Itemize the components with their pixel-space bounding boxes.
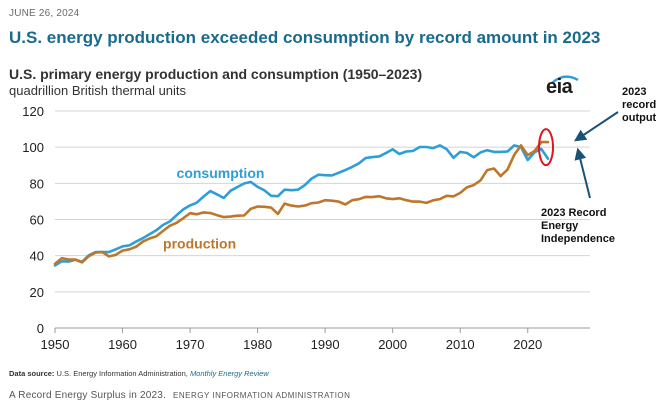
y-tick-label: 100 (22, 140, 44, 155)
y-tick-label: 80 (30, 176, 44, 191)
consumption-line (53, 144, 550, 267)
y-tick-label: 120 (22, 104, 44, 119)
y-tick-label: 60 (30, 213, 44, 228)
caption: A Record Energy Surplus in 2023. ENERGY … (9, 390, 350, 401)
caption-credit: ENERGY INFORMATION ADMINISTRATION (173, 391, 351, 400)
data-source: Data source: U.S. Energy Information Adm… (9, 369, 269, 378)
data-series (53, 140, 550, 267)
y-tick-label: 20 (30, 285, 44, 300)
publication-date: JUNE 26, 2024 (9, 8, 80, 19)
x-axis-ticks: 1950 1960 1970 1980 1990 2000 2010 2020 (41, 328, 542, 352)
highlight-circle (538, 128, 554, 167)
annotation-line: Energy (541, 220, 579, 232)
x-tick-label: 2000 (378, 337, 407, 352)
arrow-record-output (574, 111, 619, 142)
arrow-record-independence (574, 147, 591, 199)
annotation-line: output (622, 112, 657, 124)
production-label: production (163, 235, 236, 251)
chart-subtitle: quadrillion British thermal units (9, 83, 187, 98)
annotation-line: record (622, 99, 657, 111)
x-tick-label: 1990 (311, 337, 340, 352)
annotation-line: 2023 Record (541, 207, 607, 219)
annotation-marks (538, 111, 619, 199)
x-tick-label: 1980 (243, 337, 272, 352)
x-tick-label: 2020 (513, 337, 542, 352)
caption-text: A Record Energy Surplus in 2023. (9, 390, 167, 401)
production-line (53, 140, 550, 266)
x-tick-label: 2010 (446, 337, 475, 352)
annotation-record-output: 2023 record output (622, 86, 667, 125)
source-text: U.S. Energy Information Administration, (56, 369, 188, 378)
annotation-line: Independence (541, 233, 615, 245)
consumption-label: consumption (177, 165, 265, 181)
eia-logo: eia (546, 74, 586, 102)
source-label: Data source: (9, 369, 55, 378)
y-tick-label: 0 (37, 321, 44, 336)
logo-swoosh-icon (551, 75, 579, 84)
annotation-line: 2023 (622, 86, 647, 98)
chart-title: U.S. primary energy production and consu… (9, 66, 423, 82)
source-ref: Monthly Energy Review (189, 369, 269, 378)
headline: U.S. energy production exceeded consumpt… (9, 28, 601, 47)
y-axis-ticks: 0 20 40 60 80 100 120 (22, 104, 44, 336)
gridlines (55, 110, 590, 329)
x-tick-label: 1950 (41, 337, 70, 352)
x-tick-label: 1970 (176, 337, 205, 352)
annotation-record-independence: 2023 Record Energy Independence (541, 207, 666, 246)
series-labels: consumption production (163, 165, 264, 252)
y-tick-label: 40 (30, 249, 44, 264)
logo-text: eia (546, 76, 573, 98)
x-tick-label: 1960 (108, 337, 137, 352)
